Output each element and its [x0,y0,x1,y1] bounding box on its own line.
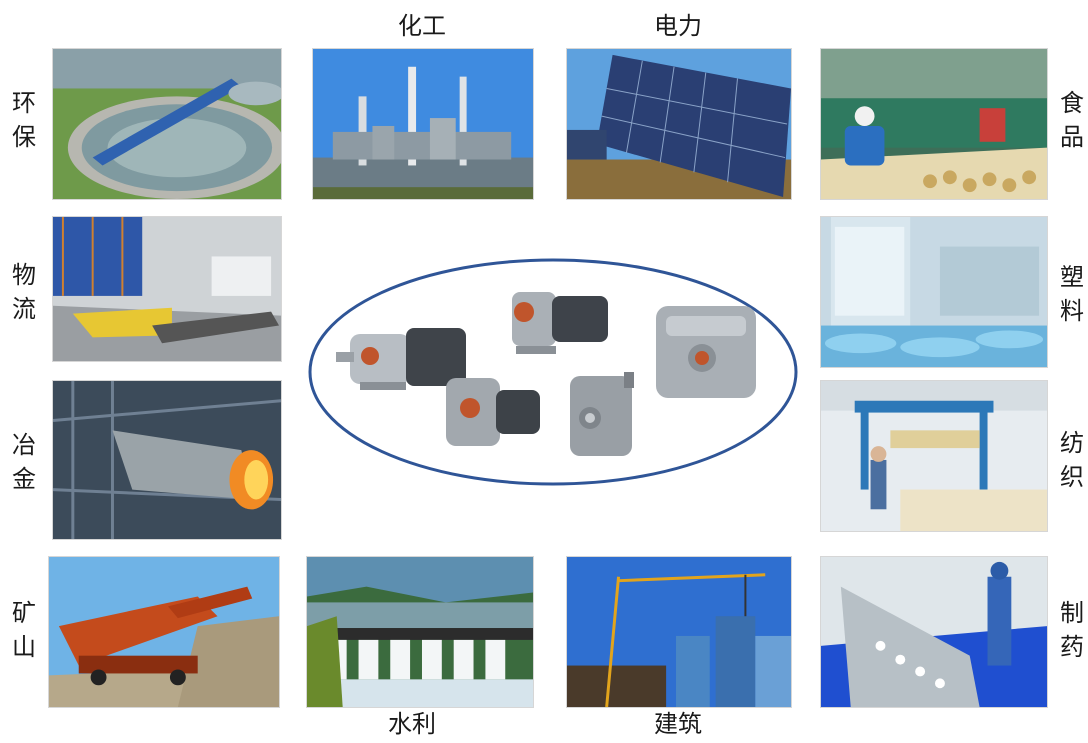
photo-logistics [52,216,282,362]
photo-metallurgy [52,380,282,540]
label-pharmaceutical: 制药 [1060,599,1084,661]
label-water-conservancy: 水利 [388,710,436,738]
photo-power [566,48,792,200]
label-logistics: 物流 [12,261,36,323]
label-power: 电力 [654,12,702,40]
reducer-cycloidal-icon [336,328,466,390]
photo-mining [48,556,280,708]
photo-chemical [312,48,534,200]
label-plastics: 塑料 [1060,263,1084,325]
photo-construction [566,556,792,708]
label-construction: 建筑 [654,710,702,738]
label-environmental: 环保 [12,89,36,151]
reducer-helical-icon [512,292,608,354]
photo-pharmaceutical [820,556,1048,708]
photo-water-conservancy [306,556,534,708]
label-textile: 纺织 [1060,429,1084,491]
label-mining: 矿山 [12,599,36,661]
reducer-gearbox-icon [656,306,756,398]
photo-food [820,48,1048,200]
reducer-bevel-icon [446,378,540,446]
photo-plastics [820,216,1048,368]
photo-environmental [52,48,282,200]
label-metallurgy: 冶金 [12,431,36,493]
label-chemical: 化工 [398,12,446,40]
product-ellipse [306,256,800,488]
photo-textile [820,380,1048,532]
reducer-parallel-icon [570,372,634,456]
label-food: 食品 [1060,89,1084,151]
